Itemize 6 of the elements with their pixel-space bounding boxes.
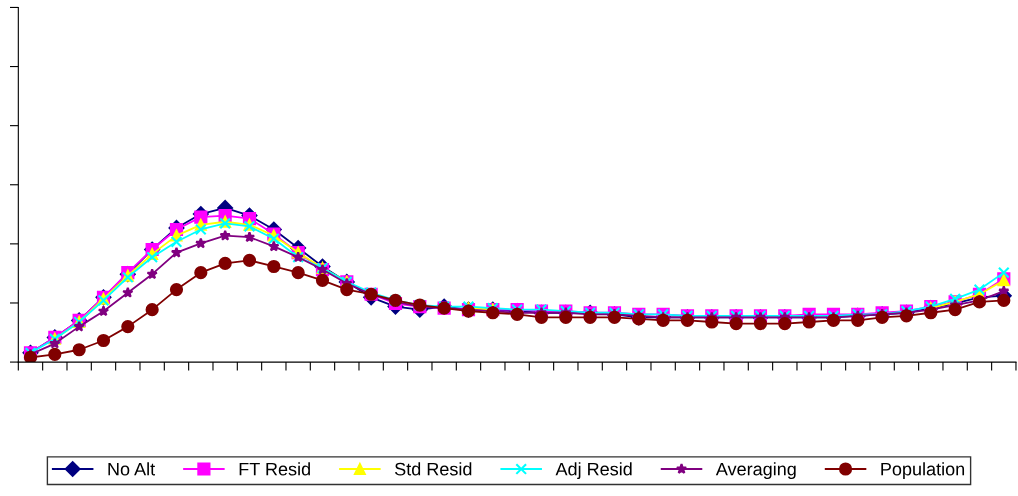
legend-label: Adj Resid [555,462,632,480]
legend-label: Population [881,462,965,480]
legend-label: Averaging [715,462,796,480]
legend-label: FT Resid [239,462,310,476]
legend-label: Std Resid [394,462,472,476]
legend-label: No Alt [108,462,156,476]
